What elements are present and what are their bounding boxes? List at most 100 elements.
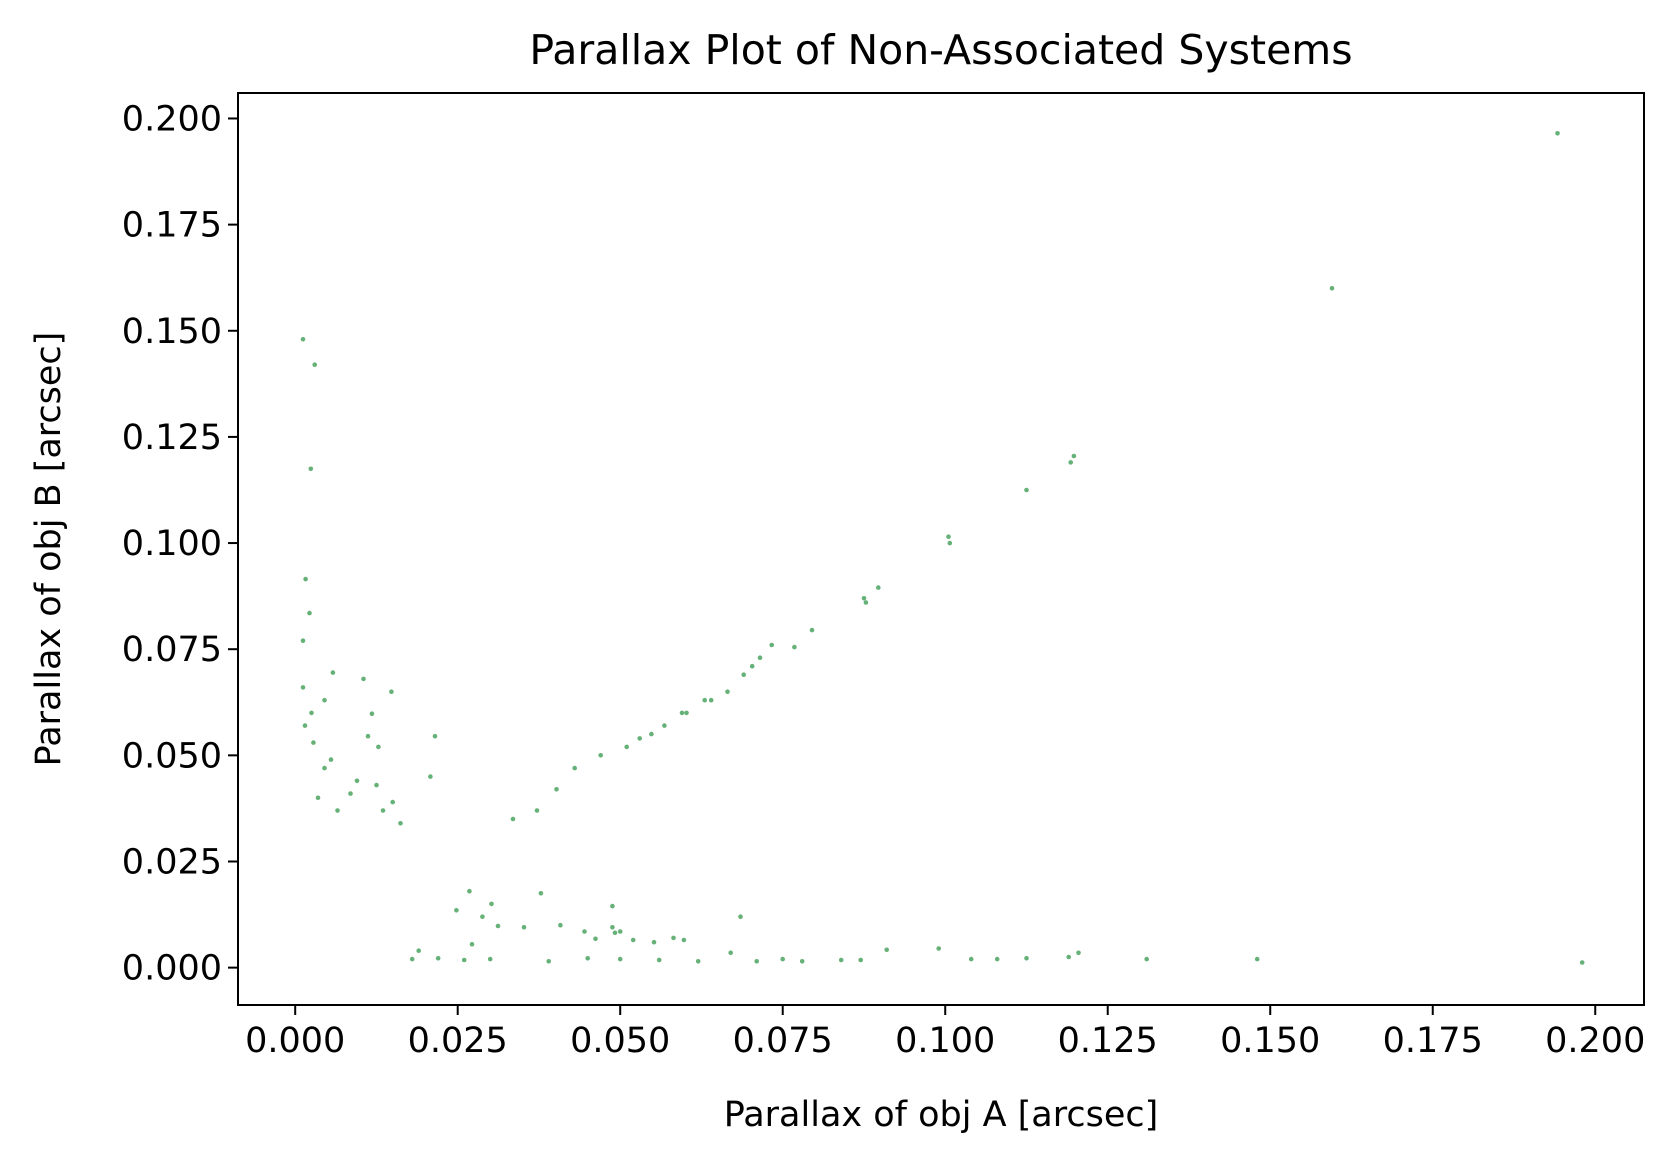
- data-point: [311, 740, 316, 745]
- data-point: [738, 914, 743, 919]
- data-point: [302, 723, 308, 728]
- data-point: [308, 466, 314, 472]
- data-point: [546, 959, 551, 964]
- y-axis-ticks: 0.000 0.025 0.050 0.075 0.100 0.125 0.150 0.175…: [122, 99, 238, 989]
- data-point: [330, 670, 336, 675]
- data-point: [684, 710, 689, 716]
- data-point: [1254, 956, 1260, 962]
- y-tick-label: 0.100: [122, 524, 222, 564]
- data-point: [728, 950, 733, 956]
- data-point: [480, 914, 485, 919]
- data-point: [315, 795, 321, 801]
- data-point: [708, 697, 714, 703]
- data-point: [630, 937, 636, 943]
- x-tick-label: 0.175: [1383, 1021, 1483, 1061]
- data-point: [348, 791, 353, 796]
- data-point: [799, 959, 805, 964]
- data-point: [651, 939, 657, 945]
- data-point: [521, 925, 527, 930]
- data-point: [416, 948, 422, 953]
- data-point: [489, 901, 494, 907]
- data-point: [1068, 460, 1073, 465]
- x-axis-label: Parallax of obj A [arcsec]: [724, 1095, 1159, 1135]
- chart-title: Parallax Plot of Non-Associated Systems: [529, 26, 1352, 74]
- x-tick-label: 0.100: [895, 1021, 995, 1061]
- x-tick-label: 0.150: [1220, 1021, 1320, 1061]
- data-point: [617, 929, 623, 934]
- data-point: [1024, 956, 1029, 961]
- data-point: [780, 956, 785, 962]
- data-point: [300, 685, 306, 690]
- data-point: [454, 908, 459, 913]
- scatter-points: [300, 131, 1585, 965]
- data-point: [572, 765, 577, 771]
- y-tick-label: 0.000: [122, 949, 222, 989]
- data-point: [725, 689, 730, 694]
- data-point: [361, 676, 366, 682]
- data-point: [769, 642, 774, 648]
- data-point: [312, 362, 318, 368]
- data-point: [369, 711, 375, 716]
- plot-frame: [237, 92, 1645, 1006]
- data-point: [884, 947, 889, 953]
- y-axis-label: Parallax of obj B [arcsec]: [29, 332, 69, 767]
- data-point: [1071, 453, 1077, 459]
- data-point: [838, 957, 844, 963]
- y-tick-label: 0.025: [122, 842, 222, 882]
- data-point: [637, 736, 642, 741]
- data-point: [876, 585, 881, 590]
- data-point: [1329, 286, 1335, 291]
- data-point: [585, 956, 590, 961]
- data-point: [409, 956, 415, 962]
- y-tick-label: 0.150: [122, 312, 222, 352]
- data-point: [1555, 131, 1560, 136]
- data-point: [612, 930, 618, 936]
- data-point: [946, 534, 951, 539]
- data-point: [749, 663, 755, 669]
- data-point: [624, 744, 629, 750]
- data-point: [307, 610, 312, 616]
- data-point: [495, 923, 501, 929]
- data-point: [335, 808, 340, 813]
- data-point: [792, 644, 797, 650]
- data-point: [435, 956, 441, 961]
- data-point: [309, 710, 314, 716]
- data-point: [300, 337, 306, 342]
- data-point: [610, 925, 615, 930]
- x-tick-label: 0.200: [1545, 1021, 1645, 1061]
- x-tick-label: 0.125: [1058, 1021, 1158, 1061]
- data-point: [365, 733, 371, 739]
- data-point: [617, 956, 623, 962]
- data-point: [1144, 956, 1149, 962]
- data-point: [741, 672, 746, 677]
- data-point: [428, 774, 433, 779]
- data-point: [303, 576, 308, 582]
- x-tick-label: 0.075: [733, 1021, 833, 1061]
- data-point: [538, 891, 544, 896]
- data-point: [1076, 950, 1081, 956]
- data-point: [374, 782, 379, 788]
- data-point: [757, 655, 763, 660]
- data-point: [467, 888, 472, 894]
- data-point: [702, 697, 707, 703]
- data-point: [861, 596, 867, 601]
- data-point: [389, 689, 394, 694]
- data-point: [863, 600, 869, 605]
- data-point: [968, 956, 974, 962]
- data-point: [994, 956, 1000, 962]
- data-point: [809, 627, 815, 633]
- data-point: [300, 638, 306, 643]
- data-point: [328, 757, 334, 762]
- data-point: [656, 957, 662, 963]
- data-point: [469, 942, 475, 947]
- x-axis-ticks: 0.000 0.025 0.050 0.075 0.100 0.125 0.150 0.175…: [245, 1005, 1645, 1061]
- data-point: [380, 808, 386, 813]
- data-point: [558, 922, 563, 928]
- data-point: [649, 731, 654, 737]
- y-tick-label: 0.200: [122, 99, 222, 139]
- y-tick-label: 0.175: [122, 206, 222, 246]
- data-point: [593, 936, 598, 942]
- data-point: [671, 935, 676, 941]
- data-point: [695, 959, 701, 964]
